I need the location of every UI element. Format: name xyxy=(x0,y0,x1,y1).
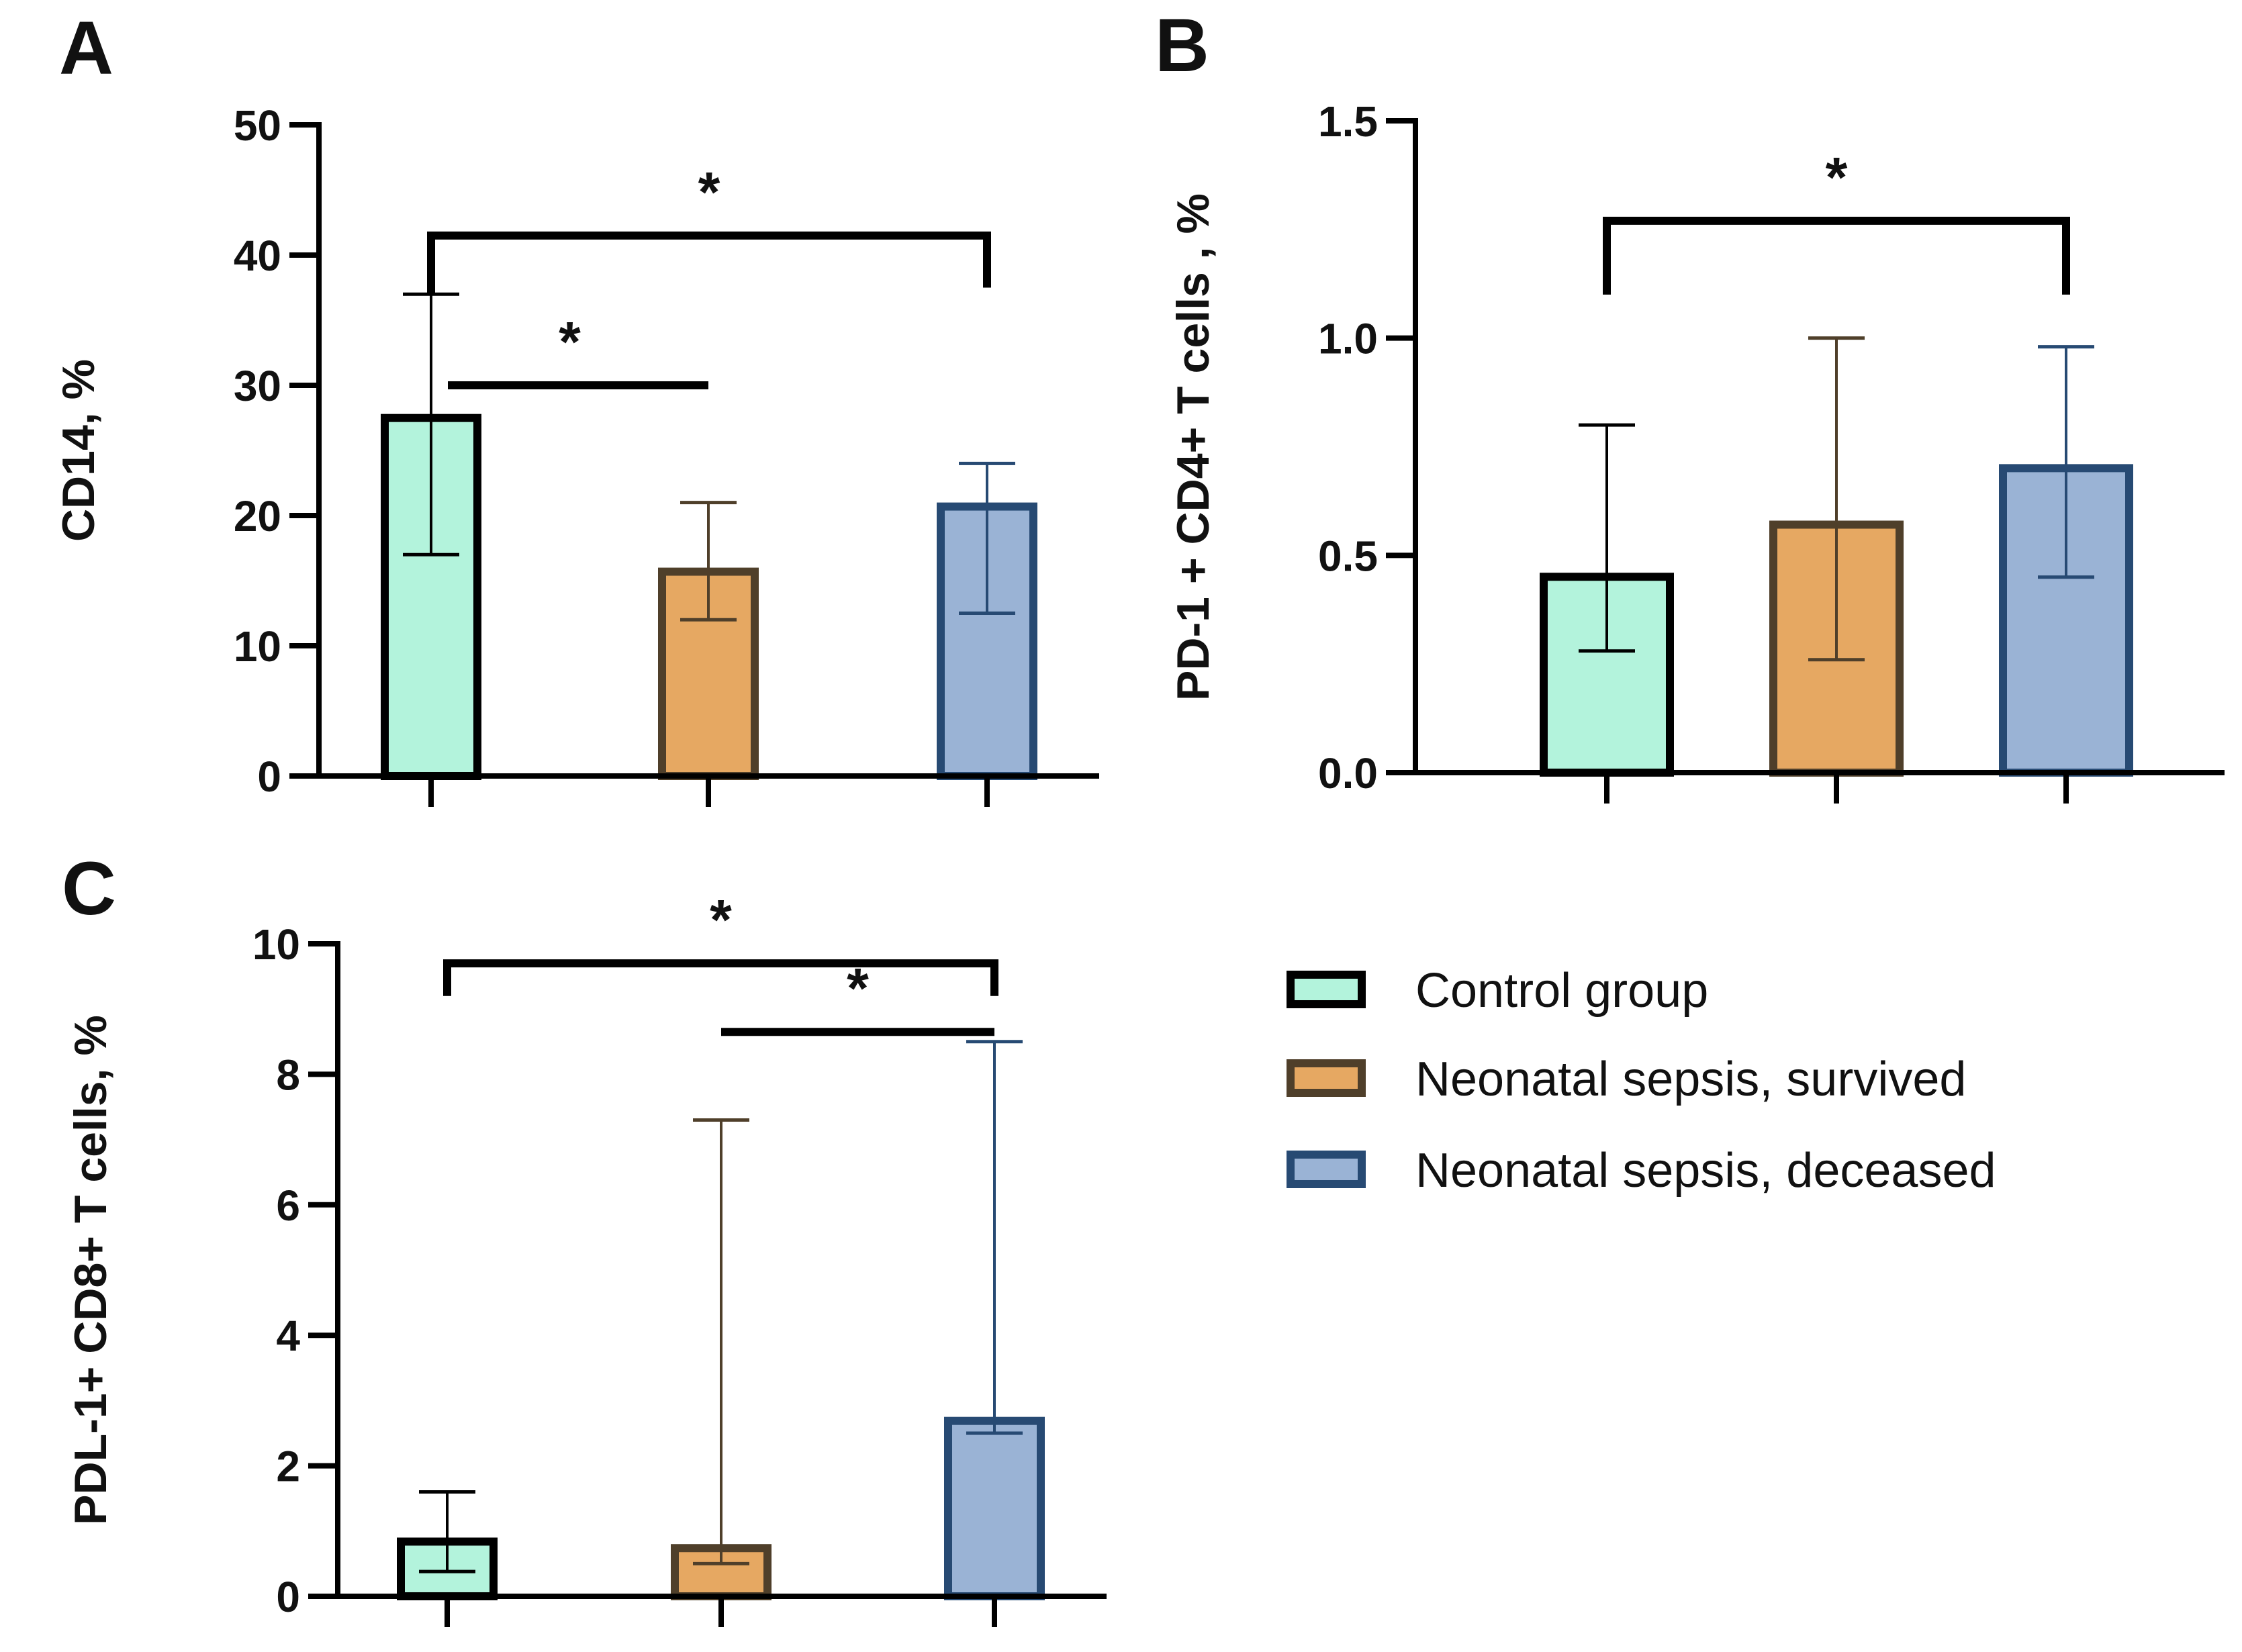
y-tick-label: 20 xyxy=(234,492,281,540)
y-axis-label: PD-1 + CD4+ T cells , % xyxy=(1168,193,1219,701)
legend-swatch-control xyxy=(1287,971,1366,1008)
legend-swatch-deceased xyxy=(1287,1151,1366,1188)
significance-star: * xyxy=(847,957,869,1020)
y-tick-label: 0 xyxy=(276,1573,300,1621)
y-tick-label: 30 xyxy=(234,362,281,410)
y-tick-label: 0.0 xyxy=(1318,749,1378,797)
y-tick-label: 8 xyxy=(276,1051,300,1099)
y-tick-label: 40 xyxy=(234,232,281,280)
panel-b: B PD-1 + CD4+ T cells , % 0.0 0.5 1.0 1.5 * xyxy=(1155,3,2225,804)
significance-bracket xyxy=(1603,216,2070,295)
bar xyxy=(944,1416,1045,1600)
y-axis-label: CD14, % xyxy=(53,359,104,542)
y-tick-label: 1.5 xyxy=(1318,97,1378,146)
y-tick-label: 10 xyxy=(252,920,300,969)
legend-swatch-survived xyxy=(1287,1059,1366,1097)
y-axis-label: PDL-1+ CD8+ T cells, % xyxy=(65,1015,116,1525)
panel-a: A CD14, % 0 10 20 30 40 50 * * xyxy=(53,6,1099,807)
y-tick-label: 10 xyxy=(234,622,281,671)
y-tick-label: 4 xyxy=(276,1312,300,1360)
legend: Control group Neonatal sepsis, survived … xyxy=(1287,964,1996,1198)
significance-star: * xyxy=(559,310,581,373)
panel-letter: A xyxy=(59,6,113,90)
y-tick-label: 0.5 xyxy=(1318,532,1378,580)
legend-label-survived: Neonatal sepsis, survived xyxy=(1415,1053,1966,1106)
panel-c: C PDL-1+ CD8+ T cells, % 0 2 4 6 8 10 * * xyxy=(62,846,1107,1627)
significance-bracket xyxy=(443,959,998,996)
y-tick-label: 1.0 xyxy=(1318,315,1378,363)
y-tick-label: 2 xyxy=(276,1443,300,1491)
significance-star: * xyxy=(1826,146,1848,209)
legend-label-deceased: Neonatal sepsis, deceased xyxy=(1415,1144,1996,1198)
y-tick-label: 0 xyxy=(257,752,281,801)
significance-star: * xyxy=(698,160,720,224)
y-tick-label: 50 xyxy=(234,101,281,150)
panel-letter: C xyxy=(62,846,116,930)
significance-star: * xyxy=(710,888,732,951)
significance-bracket xyxy=(427,231,991,295)
legend-label-control: Control group xyxy=(1415,964,1708,1018)
panel-letter: B xyxy=(1155,3,1209,87)
y-tick-label: 6 xyxy=(276,1181,300,1230)
